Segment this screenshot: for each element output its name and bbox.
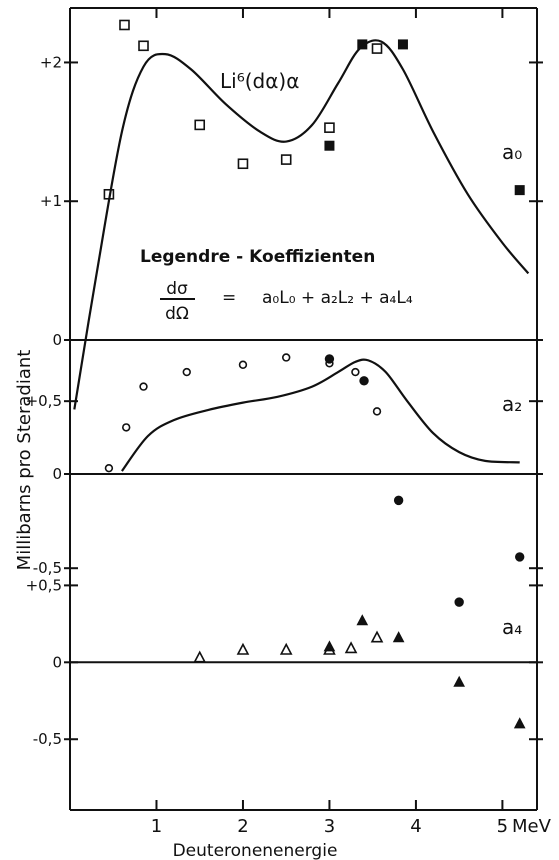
- formula-numerator: dσ: [166, 279, 188, 299]
- series-label-a2: a₂: [502, 392, 522, 416]
- x-tick-label: 5: [497, 816, 508, 837]
- data-point-square: [119, 19, 130, 31]
- data-point-circle: [282, 353, 291, 362]
- data-point-circle: [238, 360, 248, 369]
- data-point-triangle: [193, 650, 207, 663]
- y-tick-label: +1: [40, 192, 62, 210]
- y-tick-label: -0,5: [33, 730, 62, 748]
- y-tick-label: -0,5: [33, 559, 62, 577]
- data-point-triangle: [323, 640, 336, 652]
- data-point-triangle: [236, 642, 250, 655]
- y-tick-label: +0,5: [26, 392, 62, 410]
- fit-curve-a2: [121, 358, 520, 472]
- data-point-triangle: [453, 675, 465, 687]
- data-point-square: [397, 39, 408, 50]
- data-point-square: [280, 154, 292, 165]
- formula-rhs: a₀L₀ + a₂L₂ + a₄L₄: [262, 288, 413, 308]
- chart-frame: +2+10+0,50-0,5+0,50-0,51 2 3 4 5: [26, 7, 543, 837]
- y-tick-label: 0: [52, 653, 62, 671]
- y-tick-label: +0,5: [26, 576, 62, 594]
- data-point-circle: [351, 367, 360, 377]
- data-point-triangle: [356, 614, 369, 626]
- data-point-circle: [372, 407, 382, 416]
- data-point-circle: [515, 552, 525, 562]
- y-tick-label: 0: [52, 465, 62, 483]
- data-point-circle: [139, 382, 148, 391]
- series-label-a4: a₄: [502, 615, 522, 639]
- chart-labels: Li⁶(dα)α Legendre - Koeffizienten dσ dΩ …: [14, 69, 552, 860]
- data-point-circle: [104, 463, 114, 473]
- data-point-square: [138, 40, 149, 52]
- data-point-circle: [122, 423, 131, 432]
- data-point-square: [194, 119, 206, 131]
- x-unit-label: MeV: [512, 816, 552, 837]
- formula-denominator: dΩ: [165, 304, 189, 324]
- x-axis-label: Deuteronenenergie: [173, 841, 338, 860]
- data-point-square: [371, 43, 383, 54]
- y-tick-label: +2: [40, 53, 62, 71]
- data-point-triangle: [392, 631, 405, 643]
- panel-title: Li⁶(dα)α: [220, 69, 299, 93]
- data-point-triangle: [279, 642, 293, 655]
- data-point-circle: [359, 376, 369, 386]
- data-point-circle: [182, 367, 191, 377]
- formula-equals: =: [222, 288, 236, 308]
- data-point-triangle: [513, 717, 526, 729]
- data-point-circle: [393, 495, 404, 506]
- data-point-square: [324, 140, 335, 151]
- series-label-a0: a₀: [502, 140, 522, 164]
- data-point-square: [324, 122, 335, 133]
- x-tick-label: 1: [151, 816, 162, 837]
- data-point-triangle: [344, 641, 358, 654]
- data-point-circle: [454, 597, 464, 607]
- x-tick-label: 4: [410, 816, 421, 837]
- x-tick-label: 3: [324, 816, 335, 837]
- x-tick-label: 2: [237, 816, 248, 837]
- chart-marks: [73, 19, 530, 729]
- legend-title: Legendre - Koeffizienten: [140, 247, 375, 267]
- data-point-square: [357, 39, 368, 50]
- data-point-square: [237, 158, 249, 170]
- data-point-square: [514, 185, 525, 196]
- y-tick-label: 0: [52, 331, 62, 349]
- data-point-circle: [324, 354, 335, 364]
- y-axis-label: Millibarns pro Steradiant: [14, 350, 35, 571]
- fit-curve-a0: [73, 39, 530, 410]
- data-point-triangle: [370, 630, 384, 643]
